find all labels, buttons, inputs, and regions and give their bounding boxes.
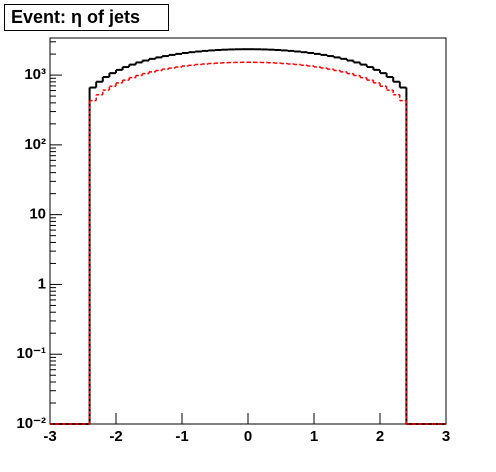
chart-title: Event: η of jets [11, 7, 140, 27]
y-tick-label: 10² [24, 136, 46, 153]
x-tick-label: 2 [376, 428, 384, 445]
x-tick-label: 1 [310, 428, 318, 445]
title-box [4, 4, 169, 31]
y-tick-label: 10⁻² [16, 415, 46, 432]
x-tick-label: -2 [109, 428, 122, 445]
y-tick-label: 10 [29, 206, 46, 223]
y-tick-label: 1 [38, 275, 46, 292]
y-tick-label: 10³ [24, 66, 46, 83]
x-tick-label: -1 [175, 428, 188, 445]
x-tick-label: 0 [244, 428, 252, 445]
x-tick-label: -3 [43, 428, 56, 445]
y-tick-label: 10⁻¹ [16, 345, 46, 362]
x-tick-label: 3 [442, 428, 450, 445]
